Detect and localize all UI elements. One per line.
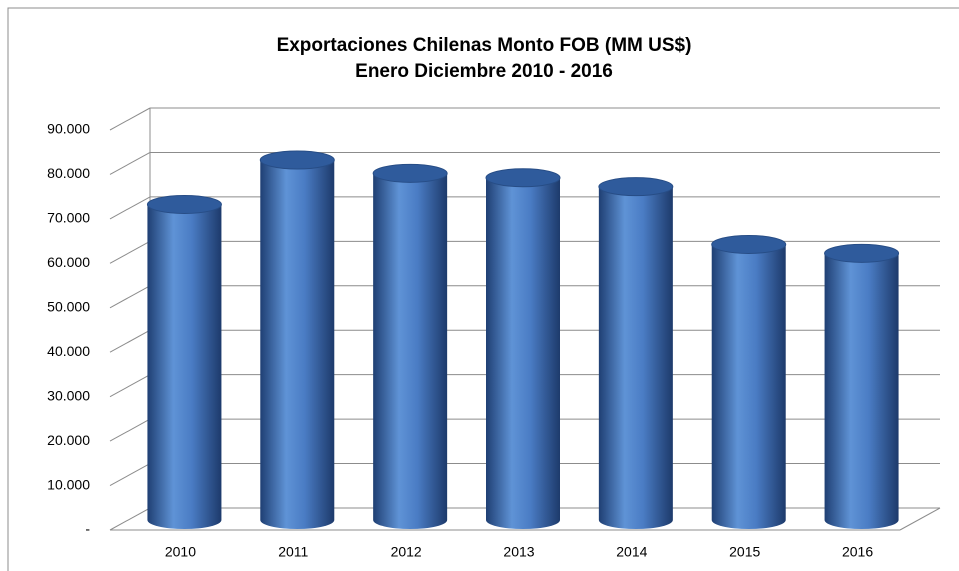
chart-subtitle: Enero Diciembre 2010 - 2016 <box>355 61 613 82</box>
grid-line-side <box>109 329 151 353</box>
bar <box>598 177 674 529</box>
chart-frame <box>7 7 959 571</box>
y-tick-label: 70.000 <box>47 210 90 226</box>
bar <box>259 150 335 529</box>
grid-line-side <box>109 107 151 131</box>
bar <box>824 243 900 530</box>
bar-body <box>598 186 673 529</box>
x-tick-label: 2010 <box>165 544 196 560</box>
bar <box>146 194 222 529</box>
y-tick-label: 50.000 <box>47 298 90 314</box>
bar-body <box>260 160 335 529</box>
grid-line-side <box>109 418 151 442</box>
bar-body <box>711 244 786 529</box>
bar-body <box>824 253 899 530</box>
x-tick-label: 2013 <box>503 544 534 560</box>
y-tick-label: 90.000 <box>47 121 90 137</box>
x-tick-label: 2016 <box>842 544 873 560</box>
bar <box>372 163 448 530</box>
x-tick-label: 2012 <box>391 544 422 560</box>
bar-body <box>147 204 222 529</box>
bar-body <box>486 177 560 529</box>
x-tick-label: 2014 <box>616 544 647 560</box>
bar <box>711 234 787 529</box>
grid-line-side <box>109 240 151 264</box>
x-tick-label: 2011 <box>278 544 308 560</box>
bar-top <box>146 194 222 214</box>
grid-line-side <box>109 285 151 309</box>
bar-body <box>373 173 448 530</box>
y-tick-label: 10.000 <box>47 476 90 492</box>
y-tick-label: 30.000 <box>47 387 90 403</box>
bar-top <box>598 177 674 197</box>
bar-top <box>711 234 787 254</box>
bar <box>485 168 561 529</box>
grid-line-side <box>109 196 151 220</box>
y-tick-label: 60.000 <box>47 254 90 270</box>
y-tick-label: 20.000 <box>47 432 90 448</box>
bar-top <box>372 163 448 183</box>
y-tick-label: 80.000 <box>47 165 90 181</box>
floor-edge <box>899 507 941 531</box>
bar-top <box>824 243 900 263</box>
grid-line-side <box>109 152 151 175</box>
x-tick-label: 2015 <box>729 544 760 560</box>
bar-top <box>259 150 335 170</box>
grid-line-side <box>109 463 151 486</box>
bar-top <box>485 168 561 188</box>
y-tick-label: - <box>85 521 90 537</box>
grid-line-side <box>109 507 151 531</box>
y-tick-label: 40.000 <box>47 343 90 359</box>
grid-line-side <box>109 374 151 398</box>
chart-title: Exportaciones Chilenas Monto FOB (MM US$… <box>277 35 692 56</box>
